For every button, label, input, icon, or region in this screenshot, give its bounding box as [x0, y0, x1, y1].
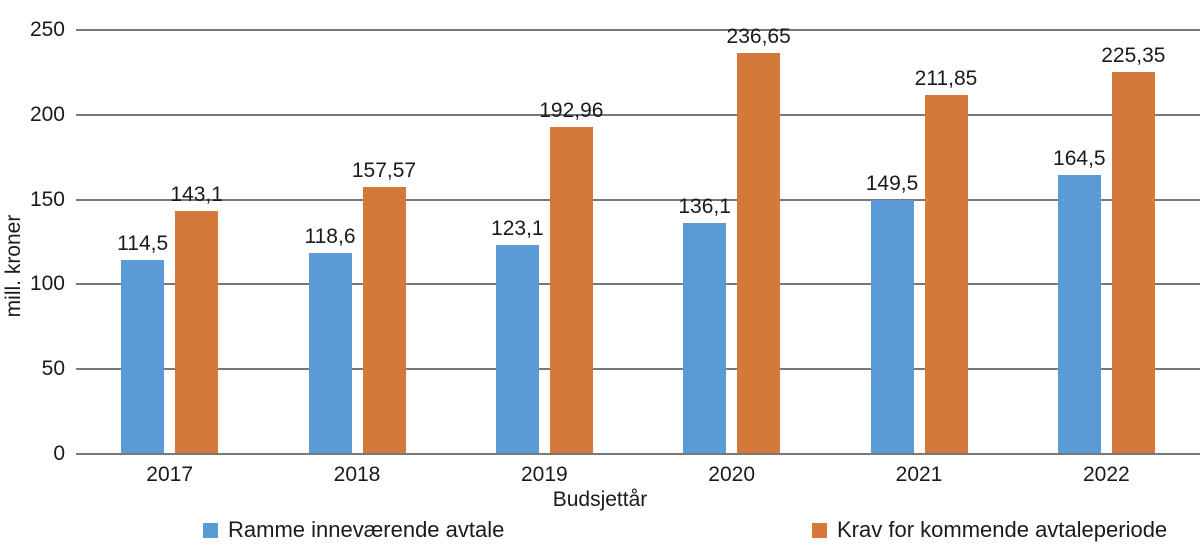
legend-label: Krav for kommende avtaleperiode	[837, 517, 1168, 542]
bar-2021-krav	[924, 94, 968, 454]
gridline-250	[76, 29, 1200, 31]
y-tick-label-50: 50	[41, 357, 65, 381]
bar-value-label-2021-krav: 211,85	[914, 66, 978, 90]
bar-value-label-2022-ramme: 164,5	[1053, 147, 1106, 170]
bar-value-label-2019-krav: 192,96	[539, 98, 604, 122]
y-tick-label-250: 250	[29, 18, 65, 41]
bar-value-label-2018-ramme: 118,6	[304, 224, 356, 248]
y-tick-label-100: 100	[29, 272, 65, 296]
x-tick-label-2022: 2022	[1082, 463, 1130, 486]
bar-2022-krav	[1111, 71, 1155, 454]
bar-2020-krav	[737, 52, 781, 454]
gridline-50	[76, 368, 1200, 371]
y-tick-label-200: 200	[29, 102, 65, 126]
bar-2020-ramme	[683, 223, 727, 454]
legend-item-krav-kommende-avtaleperiode: Krav for kommende avtaleperiode	[812, 517, 1167, 543]
x-tick-label-2021: 2021	[895, 463, 943, 486]
y-axis-title: mill. kroner	[2, 214, 25, 318]
legend-swatch-orange	[812, 522, 827, 538]
y-tick-label-150: 150	[29, 187, 65, 211]
gridline-200	[76, 113, 1200, 116]
bar-value-label-2021-ramme: 149,5	[865, 172, 919, 196]
x-axis-line	[76, 453, 1200, 455]
bar-2018-krav	[362, 186, 406, 454]
legend-item-ramme-innevaerende-avtale: Ramme inneværende avtale	[203, 517, 504, 543]
bar-value-label-2017-krav: 143,1	[170, 183, 223, 207]
bar-value-label-2018-krav: 157,57	[351, 158, 417, 182]
bar-2022-ramme	[1057, 175, 1101, 454]
x-tick-label-2018: 2018	[333, 463, 381, 486]
legend-swatch-blue	[203, 522, 218, 538]
x-tick-label-2019: 2019	[520, 463, 568, 486]
bar-2017-ramme	[121, 259, 165, 454]
gridline-100	[76, 283, 1200, 286]
x-tick-label-2020: 2020	[708, 463, 756, 486]
bar-value-label-2019-ramme: 123,1	[491, 217, 544, 241]
bar-value-label-2022-krav: 225,35	[1101, 43, 1166, 67]
bar-value-label-2017-ramme: 114,5	[117, 231, 169, 255]
bar-value-label-2020-krav: 236,65	[726, 24, 791, 48]
bar-2017-krav	[175, 211, 219, 454]
bar-2019-krav	[549, 126, 593, 454]
x-axis-title: Budsjettår	[552, 488, 648, 511]
y-tick-label-0: 0	[53, 442, 65, 465]
bar-2019-ramme	[495, 245, 539, 454]
bar-2018-ramme	[308, 252, 352, 454]
legend-label: Ramme inneværende avtale	[228, 517, 505, 542]
x-tick-label-2017: 2017	[146, 463, 194, 486]
gridline-150	[76, 198, 1200, 201]
bar-2021-ramme	[870, 200, 914, 454]
bar-value-label-2020-ramme: 136,1	[678, 195, 731, 219]
